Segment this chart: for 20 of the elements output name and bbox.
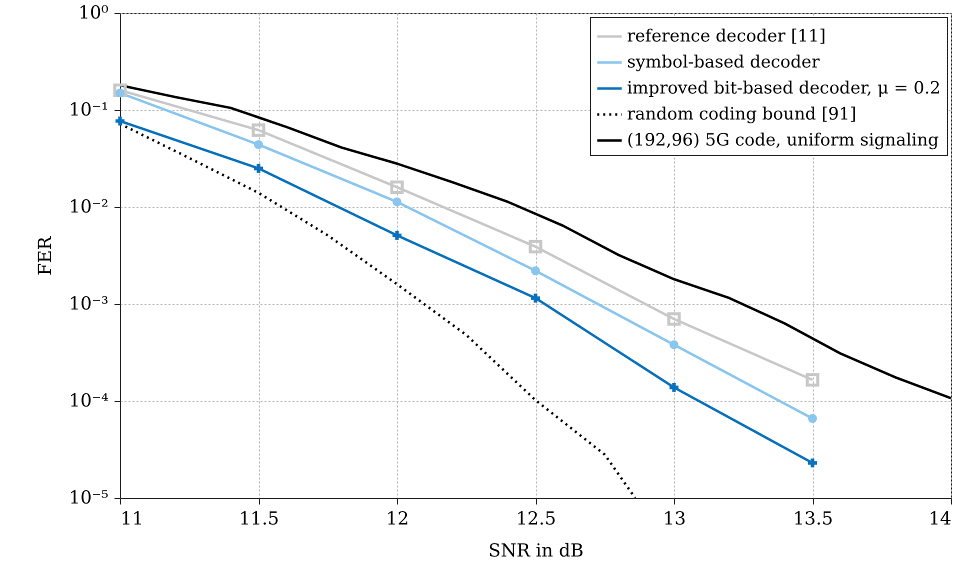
x-tick-label: 11	[120, 508, 144, 530]
y-axis-title: FER	[34, 236, 56, 276]
legend-label: reference decoder [11]	[627, 26, 826, 46]
legend-label: (192,96) 5G code, uniform signaling	[627, 130, 939, 150]
y-tick-label: 10⁻⁴	[68, 390, 108, 412]
y-tick-label: 10⁻²	[68, 196, 108, 218]
x-tick-label: 11.5	[238, 508, 280, 530]
x-tick-label: 13	[663, 508, 686, 530]
x-axis-title: SNR in dB	[488, 540, 584, 562]
x-tick-label: 14	[928, 508, 952, 530]
x-tick-label: 12.5	[516, 508, 556, 530]
legend-label: symbol-based decoder	[627, 52, 820, 72]
y-tick-label: 10⁰	[78, 2, 108, 24]
legend-label: improved bit-based decoder, μ = 0.2	[627, 78, 941, 98]
x-tick-label: 12	[386, 508, 409, 530]
y-tick-label: 10⁻¹	[68, 100, 108, 120]
x-tick-label: 13.5	[792, 508, 834, 530]
y-tick-label: 10⁻³	[68, 294, 108, 314]
y-tick-label: 10⁻⁵	[68, 488, 108, 508]
legend-label: random coding bound [91]	[627, 104, 856, 124]
